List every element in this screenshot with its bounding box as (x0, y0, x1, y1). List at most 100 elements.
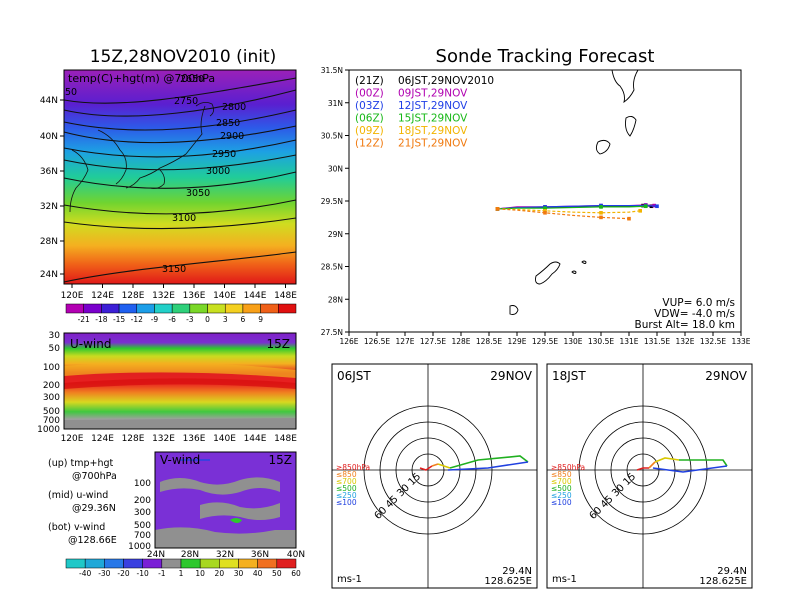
sonde-tracks (495, 203, 659, 221)
island-outline (611, 69, 639, 104)
contour-label: 2650 (180, 74, 204, 85)
wind-colorbar: -40 -30 -20 -10 -1 1 10 20 30 40 50 60 (65, 558, 301, 578)
hodograph-lon: 128.625E (699, 576, 747, 587)
vwind-lat-tick: 32N (216, 550, 234, 560)
launch-jst: 21JST,29NOV (398, 138, 468, 150)
hodograph-level: ≤250 (336, 491, 357, 500)
hodograph-unit: ms-1 (337, 574, 362, 585)
hodograph-trace (636, 467, 649, 471)
temp-colorbar-label: -18 (95, 315, 107, 324)
hodograph-level: ≥850hPa (551, 463, 585, 472)
track-lat-tick: 29N (328, 230, 343, 239)
uwind-lon-tick: 140E (213, 434, 236, 444)
hodograph-trace (654, 457, 680, 463)
hodograph-trace (437, 463, 451, 469)
edge-label: 50 (65, 87, 77, 98)
hodograph-trace (431, 463, 439, 467)
wind-colorbar-swatch (199, 558, 220, 569)
hodograph-level: ≤850 (336, 470, 357, 479)
param-burst: Burst Alt= 18.0 km (635, 319, 735, 331)
panel-notes: (up) tmp+hgt @700hPa (mid) u-wind @29.36… (48, 458, 117, 546)
wind-colorbar-label: -30 (98, 569, 110, 578)
launch-jst: 18JST,29NOV (398, 125, 468, 137)
map-lon-tick: 132E (152, 291, 175, 301)
note-up-b: @700hPa (72, 471, 117, 482)
map-lon-tick: 136E (183, 291, 206, 301)
map-lon-tick: 124E (91, 291, 114, 301)
map-lat-tick: 24N (40, 270, 58, 280)
vwind-pressure-tick: 200 (134, 496, 151, 506)
uwind-pressure-tick: 200 (43, 381, 60, 391)
temp-colorbar-swatch (65, 303, 84, 314)
track-lon-tick: 129.5E (532, 337, 558, 346)
temp-colorbar-swatch (118, 303, 138, 314)
vwind-pressure-tick: 700 (134, 531, 151, 541)
map-lon-tick: 144E (244, 291, 267, 301)
track-line (497, 208, 641, 214)
param-vdw: VDW= -4.0 m/s (654, 308, 735, 320)
launch-jst: 12JST,29NOV (398, 100, 468, 112)
launch-jst: 09JST,29NOV (398, 88, 468, 100)
launch-utc: (12Z) (355, 138, 384, 150)
launch-utc: (03Z) (355, 100, 384, 112)
track-lon-tick: 129E (507, 337, 526, 346)
launch-jst: 15JST,29NOV (398, 113, 468, 125)
track-lat-tick: 31N (328, 99, 343, 108)
uwind-pressure-tick: 300 (43, 393, 60, 403)
uwind-lon-tick: 144E (244, 434, 267, 444)
track-lon-tick: 126E (339, 337, 358, 346)
hodograph-level: ≤850 (551, 470, 572, 479)
track-point (599, 215, 603, 220)
wind-colorbar-label: -10 (137, 569, 149, 578)
uwind-lon-ticks: 120E 124E 128E 132E 136E 140E 144E 148E (61, 434, 298, 444)
wind-colorbar-swatch (142, 558, 163, 569)
map-lon-ticks: 120E 124E 128E 132E 136E 140E 144E 148E (61, 284, 297, 301)
wind-colorbar-swatch (123, 558, 143, 569)
hodograph-level: ≤250 (551, 491, 572, 500)
map-lon-tick: 120E (61, 291, 84, 301)
temp-colorbar-swatch (154, 303, 173, 314)
map-lon-tick: 140E (213, 291, 236, 301)
uwind-lon-tick: 132E (152, 434, 175, 444)
track-lon-tick: 130.5E (588, 337, 614, 346)
vwind-pressure-tick: 1000 (128, 542, 151, 552)
track-axis-ticks: 126E 126.5E 127E 127.5E 128E 128.5E 129E 129.5E… (321, 66, 751, 346)
wind-colorbar-label: 1 (179, 569, 184, 578)
temp-map-panel: 2650 2750 2800 2850 2900 2950 3000 3050 … (40, 69, 297, 301)
hodograph-trace (447, 461, 529, 471)
wind-colorbar-label: 20 (215, 569, 225, 578)
right-title: Sonde Tracking Forecast (436, 46, 655, 67)
vwind-lat-tick: 24N (147, 550, 165, 560)
hodograph-trace (652, 465, 728, 473)
wind-colorbar-label: -20 (117, 569, 129, 578)
uwind-lon-tick: 124E (91, 434, 114, 444)
temp-colorbar-swatch (242, 303, 261, 314)
wind-colorbar-label: 10 (195, 569, 205, 578)
track-lat-tick: 28.5N (321, 263, 343, 272)
track-lon-tick: 133E (731, 337, 750, 346)
island-outline (625, 115, 637, 137)
vwind-lat-tick: 28N (181, 550, 199, 560)
launch-utc: (00Z) (355, 88, 384, 100)
uwind-lon-tick: 128E (122, 434, 145, 444)
temp-colorbar-swatch (83, 303, 102, 314)
vwind-lat-ticks: 24N 28N 32N 36N 40N (147, 550, 305, 560)
contour-label: 2950 (212, 149, 236, 160)
track-point (644, 204, 648, 209)
contour-label: 3050 (186, 188, 210, 199)
hodograph-level: ≥850hPa (336, 463, 370, 472)
temp-colorbar-swatch (171, 303, 191, 314)
wind-colorbar-label: 40 (253, 569, 263, 578)
island-outline (595, 139, 611, 155)
temp-colorbar-label: 0 (205, 315, 210, 324)
hodograph-trace (679, 459, 728, 467)
track-point (543, 206, 547, 211)
track-lon-tick: 127.5E (420, 337, 446, 346)
track-lat-tick: 31.5N (321, 66, 343, 75)
temp-colorbar-label: 6 (241, 315, 246, 324)
hodograph-level: ≤700 (551, 477, 572, 486)
